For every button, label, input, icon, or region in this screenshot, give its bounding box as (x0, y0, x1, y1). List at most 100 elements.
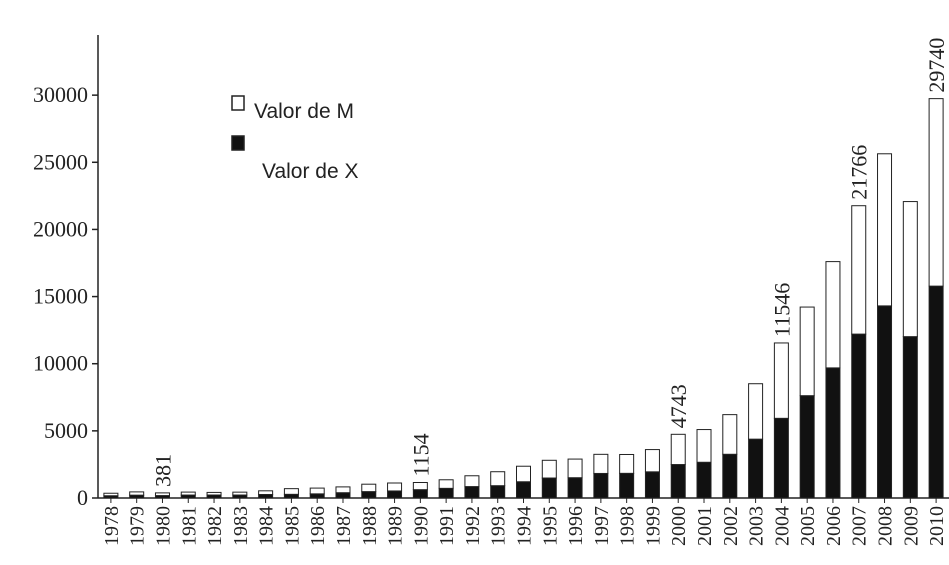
annotation: 381 (150, 454, 175, 487)
bar-segment (722, 453, 738, 499)
x-tick-label: 2009 (900, 506, 922, 546)
x-tick-label: 1980 (152, 506, 174, 546)
y-tick-label: 15000 (33, 284, 88, 309)
bar-segment (438, 487, 454, 499)
x-tick-label: 1984 (256, 506, 278, 546)
bar-segment (516, 481, 531, 499)
bar-segment (412, 482, 428, 491)
x-tick-label: 1992 (462, 506, 484, 546)
x-tick-label: 1989 (385, 506, 407, 546)
y-tick-label: 10000 (33, 351, 88, 376)
bar-segment (567, 458, 583, 479)
bar-segment (670, 464, 686, 499)
bar-segment (877, 305, 893, 499)
bar-segment (387, 490, 403, 499)
bar-segment (283, 493, 299, 499)
bar-segment (464, 486, 480, 499)
bar-segment (851, 333, 867, 499)
x-tick-label: 1986 (307, 506, 329, 546)
bar-segment (799, 306, 815, 397)
bar-segment (361, 483, 377, 493)
bar-segment (722, 414, 738, 455)
bar-segment (593, 453, 609, 474)
bar-segment (490, 485, 506, 499)
bar-segment (103, 492, 119, 497)
x-tick-label: 2006 (823, 506, 845, 546)
annotation: 11546 (769, 283, 794, 337)
bar-segment (154, 492, 170, 497)
annotation: 21766 (847, 145, 872, 200)
annotation: 29740 (924, 38, 949, 93)
bar-segment (644, 449, 660, 473)
bar-segment (335, 492, 351, 499)
bar-segment (309, 487, 325, 495)
y-tick-label: 5000 (44, 418, 88, 443)
bar-segment (644, 471, 660, 499)
bar-segment (773, 342, 789, 419)
y-tick-label: 25000 (33, 149, 88, 174)
bar-segment (877, 153, 893, 307)
x-tick-label: 2000 (668, 506, 690, 546)
x-tick-label: 1997 (591, 506, 613, 546)
bar-segment (748, 383, 764, 440)
bar-segment (258, 493, 274, 499)
y-tick-label: 30000 (33, 82, 88, 107)
x-tick-label: 1991 (436, 506, 458, 546)
bar-segment (387, 482, 403, 492)
bar-segment (825, 367, 841, 499)
x-tick-label: 2008 (875, 506, 897, 546)
x-tick-label: 1994 (514, 506, 536, 546)
y-tick-label: 20000 (33, 216, 88, 241)
bar-segment (180, 491, 196, 496)
bar-segment (258, 490, 274, 495)
bar-segment (490, 471, 506, 487)
bar-segment (619, 472, 635, 499)
x-tick-label: 1979 (127, 506, 149, 546)
legend-label: Valor de M (254, 100, 354, 123)
x-tick-label: 1981 (178, 506, 200, 546)
bar-segment (412, 489, 428, 499)
x-tick-label: 1990 (410, 506, 432, 546)
x-tick-label: 1993 (488, 506, 510, 546)
x-tick-label: 2005 (797, 506, 819, 546)
bar-segment (928, 285, 944, 499)
bar-segment (361, 491, 377, 499)
bar-segment (748, 438, 764, 499)
bar-segment (541, 477, 557, 499)
x-tick-label: 1999 (642, 506, 664, 546)
x-tick-label: 2001 (694, 506, 716, 546)
bar-segment (593, 472, 609, 499)
bar-segment (670, 433, 686, 466)
x-tick-label: 1987 (333, 506, 355, 546)
x-tick-label: 2002 (720, 506, 742, 546)
bar-segment (309, 493, 325, 499)
x-tick-label: 1996 (565, 506, 587, 546)
bar-segment (851, 205, 867, 335)
x-tick-label: 2010 (926, 506, 948, 546)
x-tick-label: 1982 (204, 506, 226, 546)
bar-segment (619, 453, 635, 474)
bar-segment (516, 465, 531, 483)
x-tick-label: 2007 (849, 506, 871, 546)
x-tick-label: 1998 (617, 506, 639, 546)
bar-segment (129, 491, 145, 496)
bar-segment (438, 479, 454, 489)
x-tick-label: 1995 (539, 506, 561, 546)
bar-segment (283, 488, 299, 495)
bar-segment (799, 395, 815, 499)
bar-segment (567, 477, 583, 499)
bar-segment (541, 459, 557, 479)
bar-segment (696, 429, 712, 463)
x-tick-label: 1988 (359, 506, 381, 546)
x-tick-label: 1985 (281, 506, 303, 546)
y-tick-label: 0 (77, 485, 88, 510)
bar-segment (696, 461, 712, 499)
x-tick-label: 2003 (746, 506, 768, 546)
bar-segment (902, 201, 918, 338)
x-tick-label: 2004 (771, 506, 793, 546)
bar-segment (206, 491, 222, 496)
bar-segment (335, 486, 351, 494)
bar-segment (232, 491, 248, 496)
bar-segment (825, 261, 841, 369)
